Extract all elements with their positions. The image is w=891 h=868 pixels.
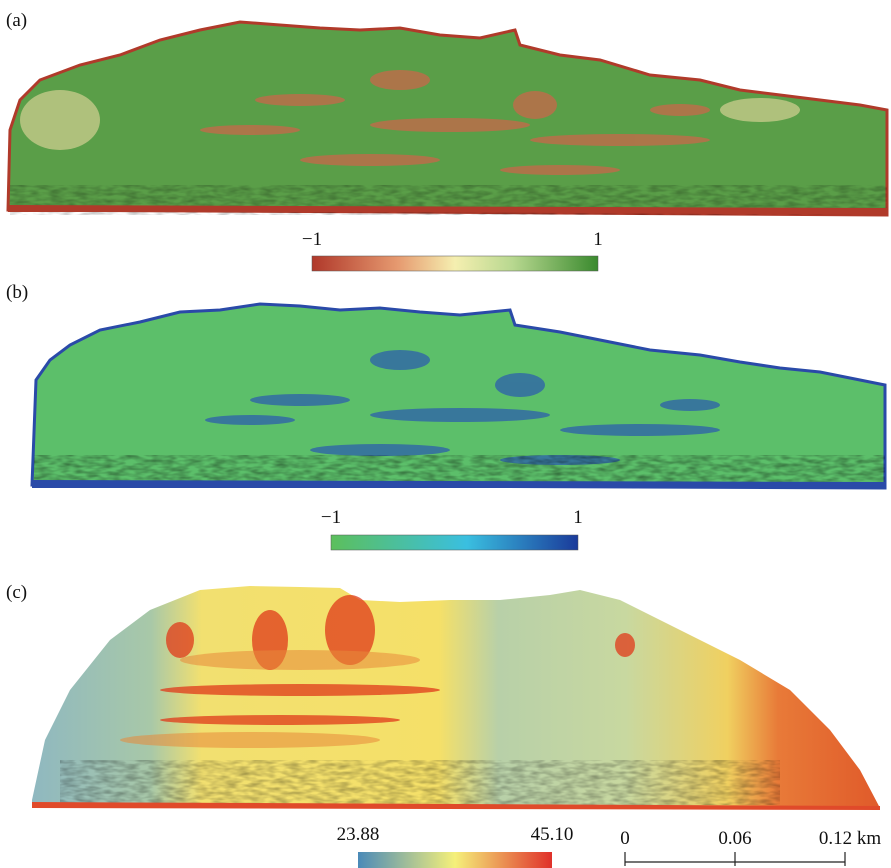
scale-label: 0 <box>620 828 630 849</box>
colorbar-min: 23.88 <box>337 824 380 845</box>
figure: (a) −1 1 (b) −1 1 (c) <box>0 0 891 868</box>
colorbar-max: 45.10 <box>531 824 574 845</box>
colorbar-max: 1 <box>573 507 583 528</box>
map-b <box>32 304 885 488</box>
map-a <box>8 22 887 215</box>
scale-label: 0.12 km <box>819 828 882 849</box>
panel-label: (c) <box>6 582 27 603</box>
colorbar <box>358 852 552 868</box>
colorbar <box>331 535 578 550</box>
colorbar-min: −1 <box>321 507 341 528</box>
colorbar <box>312 256 598 271</box>
scale-label: 0.06 <box>718 828 751 849</box>
colorbar-max: 1 <box>593 229 603 250</box>
colorbar-min: −1 <box>302 229 322 250</box>
panel-label: (b) <box>6 282 28 303</box>
map-c <box>32 586 880 810</box>
scale-bar <box>625 852 845 866</box>
panel-label: (a) <box>6 10 27 31</box>
